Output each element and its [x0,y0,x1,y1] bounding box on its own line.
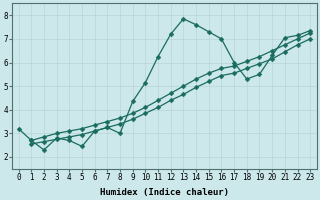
X-axis label: Humidex (Indice chaleur): Humidex (Indice chaleur) [100,188,229,197]
